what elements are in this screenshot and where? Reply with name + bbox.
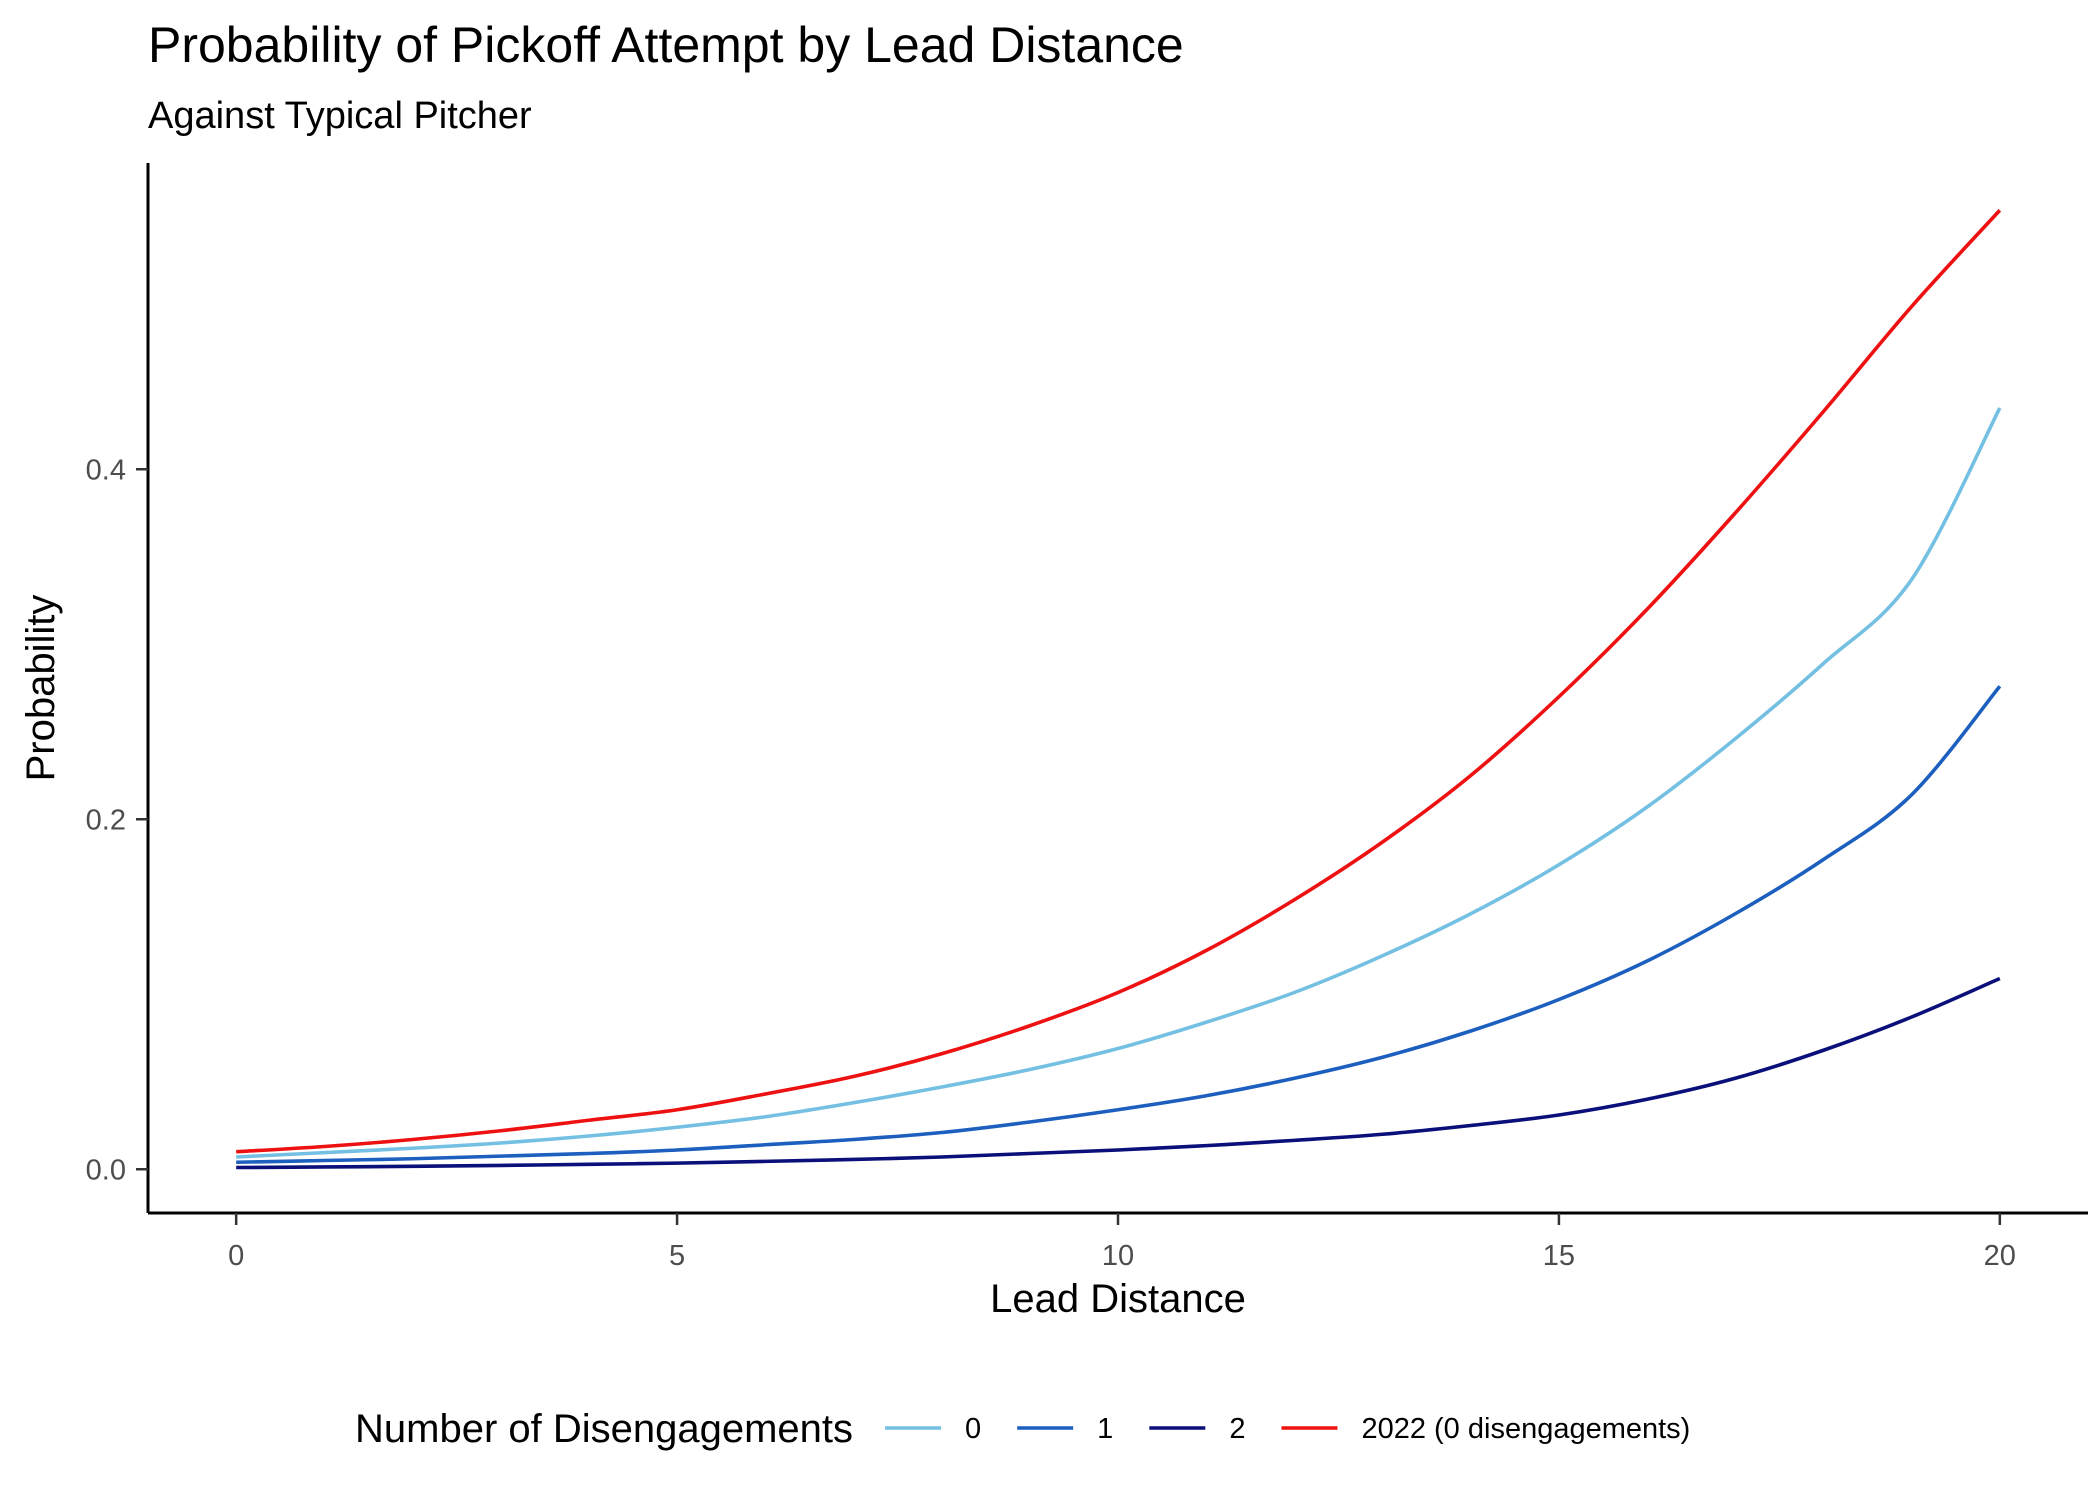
x-tick-label: 20 <box>1984 1240 2016 1272</box>
y-tick-label: 0.0 <box>86 1154 126 1186</box>
x-tick-label: 5 <box>669 1240 685 1272</box>
series-layer <box>236 209 2002 1170</box>
y-tick-label: 0.4 <box>86 454 126 486</box>
x-tick-label: 15 <box>1543 1240 1575 1272</box>
legend-item-2: 2 <box>1149 1413 1245 1445</box>
series-line-2 <box>236 976 2001 1170</box>
legend-label: 2 <box>1229 1413 1245 1445</box>
series-line-0 <box>236 407 2002 1159</box>
x-axis-title: Lead Distance <box>990 1277 1246 1321</box>
legend-item-0: 0 <box>885 1413 981 1445</box>
x-axis-ticks: 0 5 10 15 20 <box>228 1213 2016 1272</box>
y-axis-ticks: 0.0 0.2 0.4 <box>86 454 148 1186</box>
legend-label: 2022 (0 disengagements) <box>1361 1413 1690 1445</box>
chart-title: Probability of Pickoff Attempt by Lead D… <box>148 17 1184 73</box>
chart-subtitle: Against Typical Pitcher <box>148 95 532 137</box>
series-line-1 <box>236 685 2002 1165</box>
y-tick-label: 0.2 <box>86 804 126 836</box>
legend-item-3: 2022 (0 disengagements) <box>1281 1413 1690 1445</box>
x-tick-label: 0 <box>228 1240 244 1272</box>
y-axis-title: Probability <box>19 595 63 782</box>
series-line-3 <box>236 209 2002 1154</box>
legend-label: 0 <box>965 1413 981 1445</box>
legend-title: Number of Disengagements <box>355 1407 853 1451</box>
legend-item-1: 1 <box>1017 1413 1113 1445</box>
plot-area: 0 5 10 15 20 0.0 0.2 0.4 <box>86 163 2088 1272</box>
x-tick-label: 10 <box>1102 1240 1134 1272</box>
legend-label: 1 <box>1097 1413 1113 1445</box>
legend: Number of Disengagements 0 1 2 2022 (0 dise… <box>355 1407 1690 1451</box>
